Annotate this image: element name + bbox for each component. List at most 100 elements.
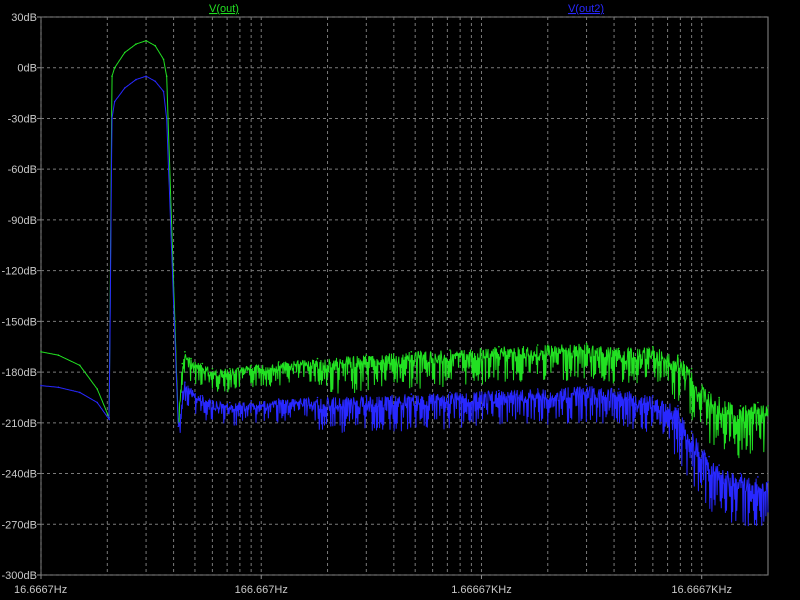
y-tick-label: -240dB bbox=[2, 469, 37, 481]
data-point bbox=[135, 78, 137, 81]
data-point bbox=[498, 345, 500, 348]
data-point bbox=[111, 75, 113, 77]
y-axis-ticks: 30dB 0dB -30dB -60dB -90dB -120dB -150dB -180dB… bbox=[2, 12, 41, 582]
data-point bbox=[498, 389, 500, 392]
data-point bbox=[277, 361, 280, 363]
data-point bbox=[162, 90, 165, 93]
y-tick-label: -270dB bbox=[2, 519, 37, 531]
data-point bbox=[113, 66, 116, 69]
data-point bbox=[410, 393, 413, 395]
grid-lines bbox=[40, 16, 768, 576]
y-tick-label: -60dB bbox=[8, 164, 37, 176]
series-line-vout bbox=[40, 40, 769, 459]
data-point bbox=[145, 75, 147, 77]
data-point bbox=[767, 405, 769, 407]
data-point bbox=[757, 476, 759, 478]
y-tick-label: -300dB bbox=[2, 570, 37, 582]
x-tick-label: 16.6667Hz bbox=[14, 584, 67, 596]
data-point bbox=[40, 384, 42, 387]
data-point bbox=[181, 362, 184, 365]
data-point bbox=[757, 401, 759, 404]
data-point bbox=[165, 117, 168, 120]
data-point bbox=[365, 354, 368, 357]
data-point bbox=[108, 418, 110, 421]
data-point bbox=[135, 43, 137, 45]
data-point bbox=[211, 400, 214, 402]
x-tick-label: 1.66667KHz bbox=[451, 584, 512, 596]
x-tick-label: 166.667Hz bbox=[235, 584, 288, 596]
data-point bbox=[184, 351, 186, 353]
data-point bbox=[250, 400, 252, 402]
data-point bbox=[536, 388, 539, 390]
data-point bbox=[181, 391, 184, 394]
data-point bbox=[177, 425, 180, 428]
data-point bbox=[316, 396, 319, 399]
data-point bbox=[690, 430, 693, 433]
data-point bbox=[365, 395, 368, 397]
data-point bbox=[250, 364, 252, 367]
data-point bbox=[617, 388, 620, 390]
data-point bbox=[190, 357, 192, 360]
y-tick-label: -210dB bbox=[2, 418, 37, 430]
data-point bbox=[40, 351, 42, 353]
data-point bbox=[739, 472, 742, 475]
legend: V(out) V(out2) bbox=[209, 3, 604, 15]
data-point bbox=[739, 405, 742, 407]
legend-entry-vout2: V(out2) bbox=[568, 3, 604, 15]
series-line-vout2 bbox=[40, 75, 769, 527]
data-point bbox=[201, 362, 204, 365]
data-point bbox=[585, 384, 588, 387]
data-point bbox=[162, 58, 165, 61]
data-point bbox=[718, 396, 720, 399]
data-point bbox=[677, 405, 679, 407]
data-point bbox=[708, 391, 710, 394]
y-tick-label: 0dB bbox=[17, 63, 37, 75]
data-point bbox=[536, 344, 539, 346]
data-point bbox=[123, 51, 126, 54]
data-point bbox=[154, 44, 156, 47]
data-point bbox=[585, 342, 588, 345]
y-tick-label: -150dB bbox=[2, 316, 37, 328]
plot-area bbox=[40, 16, 769, 576]
data-point bbox=[145, 39, 147, 42]
data-point bbox=[229, 367, 231, 370]
data-point bbox=[184, 381, 186, 384]
data-point bbox=[57, 354, 60, 357]
data-point bbox=[690, 367, 693, 370]
y-tick-label: -90dB bbox=[8, 215, 37, 227]
data-point bbox=[229, 401, 231, 404]
data-point bbox=[211, 367, 214, 370]
data-point bbox=[617, 347, 620, 350]
data-point bbox=[57, 386, 60, 389]
data-point bbox=[113, 100, 116, 103]
data-point bbox=[79, 364, 81, 367]
data-point bbox=[767, 481, 769, 483]
data-point bbox=[652, 395, 654, 397]
data-point bbox=[718, 464, 720, 466]
y-tick-label: -120dB bbox=[2, 266, 37, 278]
data-point bbox=[652, 345, 654, 348]
y-tick-label: -30dB bbox=[8, 113, 37, 125]
y-tick-label: -180dB bbox=[2, 367, 37, 379]
data-point bbox=[708, 455, 710, 458]
data-point bbox=[677, 354, 679, 357]
y-tick-label: 30dB bbox=[11, 12, 37, 24]
data-point bbox=[96, 388, 98, 390]
data-point bbox=[190, 388, 192, 390]
x-axis-ticks: 16.6667Hz 166.667Hz 1.66667KHz 16.6667KHz bbox=[14, 575, 732, 596]
data-point bbox=[123, 87, 126, 89]
data-point bbox=[277, 398, 280, 400]
series-layer bbox=[40, 39, 769, 527]
data-point bbox=[79, 391, 81, 394]
x-tick-label: 16.6667KHz bbox=[671, 584, 732, 596]
data-point bbox=[96, 401, 98, 404]
data-point bbox=[449, 349, 451, 351]
data-point bbox=[316, 357, 319, 360]
data-point bbox=[111, 117, 113, 120]
data-point bbox=[154, 80, 156, 83]
legend-entry-vout: V(out) bbox=[209, 3, 239, 15]
data-point bbox=[449, 391, 451, 394]
data-point bbox=[410, 351, 413, 353]
data-point bbox=[201, 395, 204, 397]
